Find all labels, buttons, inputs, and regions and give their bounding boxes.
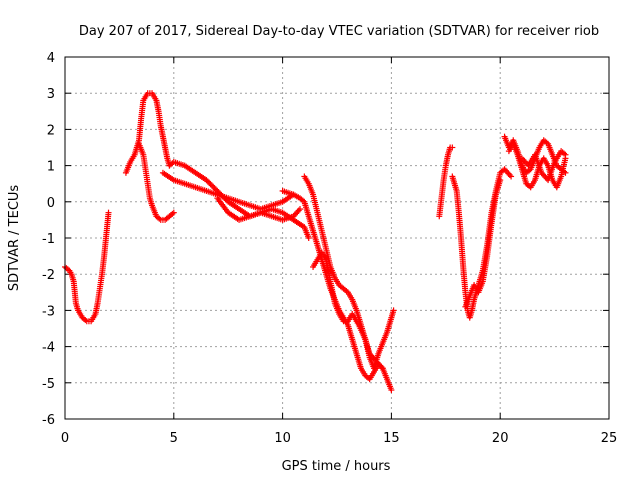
y-tick-label: 4	[47, 51, 55, 66]
data-point-plus-marker	[388, 387, 395, 394]
x-tick-label: 15	[383, 431, 400, 446]
data-point-plus-marker	[105, 209, 112, 216]
y-axis-label: SDTVAR / TECUs	[7, 185, 22, 292]
data-point-plus-marker	[211, 185, 218, 192]
data-point-plus-marker	[497, 177, 504, 184]
data-point-plus-marker	[562, 151, 569, 158]
y-tick-label: 2	[47, 123, 55, 138]
x-tick-label: 0	[61, 431, 69, 446]
y-tick-label: 3	[47, 87, 55, 102]
data-point-plus-marker	[208, 182, 215, 189]
data-point-plus-marker	[203, 177, 210, 184]
data-point-plus-marker	[206, 179, 213, 186]
plot-frame	[64, 56, 610, 420]
axis-ticks: 0 5 10 15 20 25 -6 -5 -4 -3 -2 -1 0 1 2 3 4	[42, 51, 617, 446]
data-point-plus-marker	[390, 307, 397, 314]
y-tick-label: -2	[42, 268, 55, 283]
data-point-plus-marker	[449, 144, 456, 151]
x-tick-label: 20	[492, 431, 509, 446]
x-tick-label: 25	[601, 431, 618, 446]
y-tick-label: 1	[47, 160, 55, 175]
x-tick-label: 10	[274, 431, 291, 446]
y-tick-label: -4	[42, 341, 55, 356]
data-point-plus-marker	[170, 209, 177, 216]
x-axis-label: GPS time / hours	[282, 459, 391, 474]
y-tick-label: -6	[42, 413, 55, 428]
data-points	[62, 90, 569, 394]
grid-lines	[65, 57, 609, 419]
y-tick-label: 0	[47, 196, 55, 211]
x-tick-label: 5	[170, 431, 178, 446]
y-tick-label: -5	[42, 377, 55, 392]
y-tick-label: -3	[42, 304, 55, 319]
data-point-plus-marker	[210, 183, 217, 190]
chart-title: Day 207 of 2017, Sidereal Day-to-day VTE…	[79, 24, 599, 39]
data-point-plus-marker	[207, 181, 214, 188]
y-tick-label: -1	[42, 232, 55, 247]
data-point-plus-marker	[305, 235, 312, 241]
data-point-plus-marker	[297, 206, 304, 213]
data-point-plus-marker	[508, 173, 515, 180]
data-point-plus-marker	[204, 178, 211, 185]
data-point-plus-marker	[379, 365, 386, 372]
